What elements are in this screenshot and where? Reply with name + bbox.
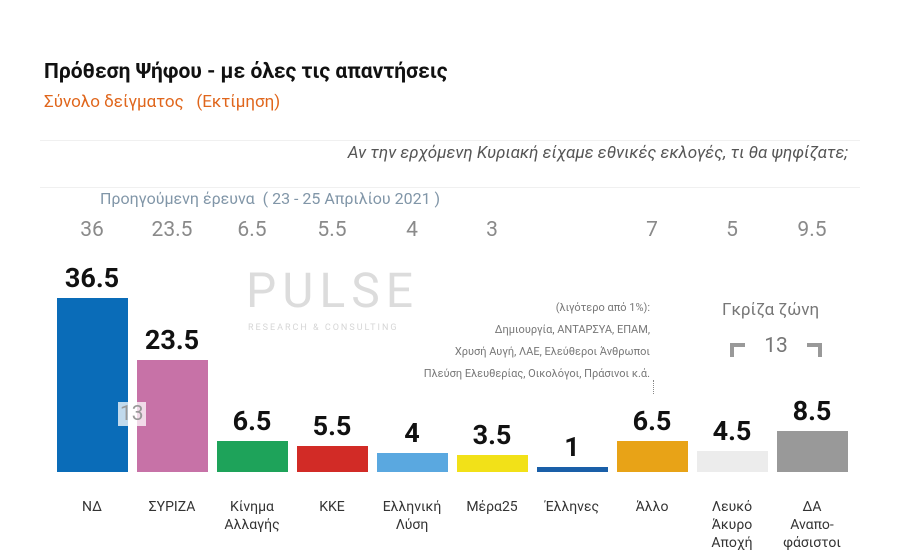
gray-zone-label: Γκρίζα ζώνη <box>722 300 820 320</box>
bar <box>456 455 528 472</box>
category-label: Λευκό Άκυρο Αποχή <box>711 499 753 551</box>
note-line: Δημιουργία, ΑΝΤΑΡΣΥΑ, ΕΠΑΜ, <box>494 323 650 336</box>
previous-survey-label: Προηγούμενη έρευνα ( 23 - 25 Απριλίου 20… <box>100 189 441 208</box>
category-label: Μέρα25 <box>466 499 518 515</box>
value-label: 23.5 <box>144 323 200 356</box>
lead-gap: 13 <box>118 402 146 426</box>
category-label: Έλληνες <box>544 499 600 515</box>
value-label: 6.5 <box>232 404 272 437</box>
previous-value: 5 <box>726 218 738 242</box>
previous-value: 3 <box>486 218 498 242</box>
value-label: 3.5 <box>472 419 512 452</box>
category-label: Ελληνική Λύση <box>382 499 442 533</box>
chart-title: Πρόθεση Ψήφου - με όλες τις απαντήσεις <box>44 60 448 84</box>
watermark: PULSE <box>246 262 420 319</box>
category-label: ΔΑ Αναπο- φάσιστοι <box>783 499 841 551</box>
category-label: ΝΔ <box>82 499 102 515</box>
note-line: Πλεύση Ελευθερίας, Οικολόγοι, Πράσινοι κ… <box>423 367 650 380</box>
category-label: Κίνημα Αλλαγής <box>224 499 280 533</box>
grid-line-decor <box>40 140 860 141</box>
question: Αν την ερχόμενη Κυριακή είχαμε εθνικές ε… <box>347 143 848 163</box>
bar <box>376 452 448 472</box>
value-label: 6.5 <box>632 404 672 437</box>
previous-value: 7 <box>646 218 658 242</box>
gray-zone-value: 13 <box>745 334 807 358</box>
bar <box>216 440 288 472</box>
previous-value: 5.5 <box>317 218 347 242</box>
bar <box>56 297 128 472</box>
category-label: ΣΥΡΙΖΑ <box>148 499 196 515</box>
bar <box>136 359 208 472</box>
category-label: Άλλο <box>635 499 669 515</box>
bar <box>536 467 608 472</box>
category-label: ΚΚΕ <box>319 499 345 515</box>
subtitle: Σύνολο δείγματος (Εκτίμηση) <box>44 92 281 112</box>
note-line: Χρυσή Αυγή, ΛΑΕ, Ελεύθεροι Άνθρωποι <box>454 345 650 358</box>
value-label: 5.5 <box>312 409 352 442</box>
note-pointer <box>653 380 654 394</box>
value-label: 36.5 <box>64 261 120 294</box>
previous-value: 9.5 <box>797 218 827 242</box>
note-line: (λιγότερο από 1%): <box>555 301 650 314</box>
value-label: 1 <box>564 431 580 464</box>
previous-value: 6.5 <box>237 218 267 242</box>
bar <box>696 450 768 472</box>
previous-value: 36 <box>80 218 104 242</box>
grid-line-decor <box>40 187 860 188</box>
bar <box>776 431 848 472</box>
value-label: 4 <box>404 416 420 449</box>
watermark-sub: RESEARCH & CONSULTING <box>248 323 399 333</box>
previous-value: 4 <box>406 218 418 242</box>
bar <box>296 445 368 472</box>
bar <box>616 440 688 472</box>
previous-value: 23.5 <box>151 218 193 242</box>
value-label: 4.5 <box>712 414 752 447</box>
value-label: 8.5 <box>792 395 832 428</box>
